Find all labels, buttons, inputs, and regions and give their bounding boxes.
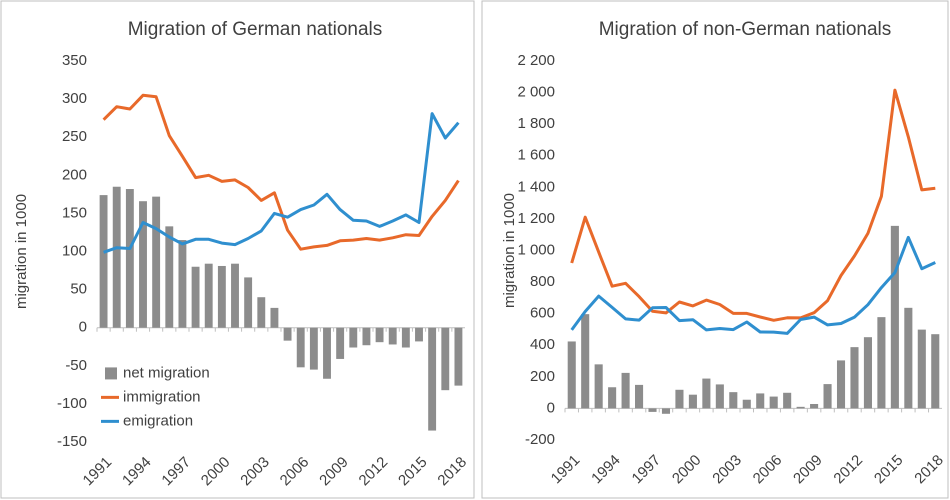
y-tick-label: 1 200 — [517, 210, 555, 227]
line — [102, 93, 460, 251]
line — [570, 235, 936, 335]
legend-label: net migration — [123, 364, 210, 381]
bar — [756, 393, 765, 409]
y-tick-label: 2 000 — [517, 84, 555, 101]
y-tick-label: 800 — [530, 273, 555, 290]
y-axis-label: migration in 1000 — [13, 194, 30, 309]
y-tick-label: 1 400 — [517, 178, 555, 195]
bar — [836, 360, 846, 409]
left-panel — [0, 0, 475, 499]
bar — [581, 314, 590, 409]
chart-title: Migration of non-German nationals — [599, 19, 892, 40]
y-tick-label: 2 200 — [517, 52, 555, 69]
bar — [125, 189, 134, 328]
y-tick-label: 600 — [530, 305, 555, 322]
bar — [191, 266, 200, 328]
y-tick-label: -100 — [57, 395, 87, 412]
legend-swatch — [105, 367, 117, 380]
bar — [388, 327, 397, 345]
bar — [323, 327, 331, 379]
bar — [877, 317, 886, 409]
y-tick-label: 100 — [62, 242, 87, 259]
bar — [152, 196, 161, 328]
bar — [139, 201, 147, 328]
bar — [296, 327, 305, 368]
bar — [99, 195, 108, 328]
bar — [917, 329, 926, 409]
y-tick-label: 200 — [530, 368, 555, 385]
bar — [415, 327, 423, 342]
bar — [401, 327, 410, 348]
bar — [810, 403, 819, 409]
bar — [742, 399, 751, 409]
bar — [688, 394, 697, 409]
bar — [702, 378, 711, 409]
bar — [608, 387, 617, 409]
y-tick-label: 1 000 — [517, 241, 555, 258]
bar — [244, 277, 253, 328]
bar — [362, 327, 371, 346]
bar — [621, 372, 630, 409]
bar — [715, 384, 724, 409]
bar — [165, 226, 174, 328]
bar — [349, 327, 358, 348]
bar — [309, 327, 318, 370]
bar — [904, 307, 913, 409]
y-tick-label: 350 — [62, 52, 87, 69]
y-tick-label: 50 — [70, 281, 87, 298]
bar — [729, 392, 738, 409]
bar — [823, 384, 832, 409]
y-tick-label: -50 — [65, 357, 87, 374]
right-panel — [481, 0, 949, 499]
bar — [850, 347, 859, 409]
bar — [931, 334, 940, 409]
legend-label: immigration — [123, 388, 201, 405]
bar — [257, 297, 266, 328]
y-tick-label: 1 800 — [517, 115, 555, 132]
y-tick-label: 300 — [62, 90, 87, 107]
legend-label: emigration — [123, 412, 193, 429]
y-tick-label: -150 — [57, 433, 87, 450]
y-axis-label: migration in 1000 — [501, 193, 518, 308]
bar — [336, 327, 345, 359]
bar — [890, 225, 899, 409]
y-tick-label: 200 — [62, 166, 87, 183]
y-tick-label: 0 — [547, 399, 555, 416]
bar — [283, 327, 292, 341]
bar — [635, 384, 644, 409]
y-tick-label: 150 — [62, 204, 87, 221]
bar — [428, 327, 437, 431]
bar — [796, 406, 805, 409]
bar — [204, 263, 213, 328]
bar — [178, 240, 187, 328]
bar — [441, 327, 450, 391]
bar — [217, 265, 226, 328]
y-tick-label: -200 — [525, 431, 555, 448]
line — [103, 112, 460, 254]
y-tick-label: 250 — [62, 128, 87, 145]
bar — [863, 337, 872, 409]
y-tick-label: 0 — [79, 319, 87, 336]
chart-title: Migration of German nationals — [128, 19, 383, 40]
bar — [567, 341, 576, 409]
bar — [783, 392, 792, 409]
bar — [375, 327, 384, 343]
bar — [648, 408, 657, 412]
bar — [661, 408, 671, 414]
bar — [594, 364, 603, 409]
bar — [231, 263, 239, 328]
y-tick-label: 1 600 — [517, 147, 555, 164]
line — [570, 88, 936, 322]
bar — [769, 396, 778, 409]
bar — [454, 327, 463, 386]
y-tick-label: 400 — [530, 336, 555, 353]
bar — [112, 186, 121, 328]
bar — [270, 307, 279, 328]
bar — [675, 389, 684, 409]
